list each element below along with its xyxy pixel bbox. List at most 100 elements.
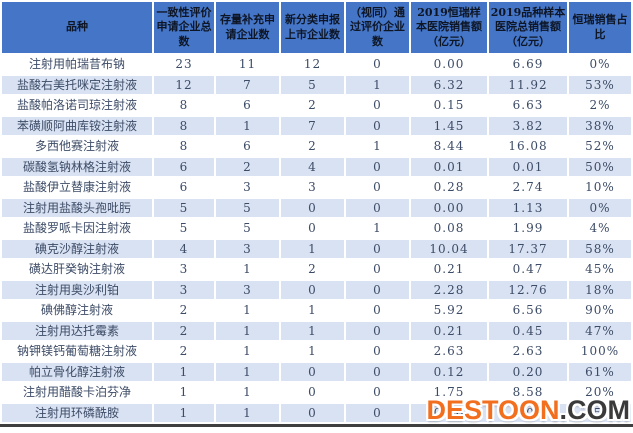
- value-cell: 6: [216, 96, 279, 115]
- value-cell: 3: [216, 178, 279, 197]
- value-cell: 0.08: [411, 219, 487, 238]
- value-cell: 11: [216, 55, 279, 74]
- value-cell: 1: [281, 239, 344, 258]
- column-header-0: 品种: [2, 2, 152, 53]
- value-cell: 25%: [569, 403, 631, 422]
- table-row: 盐酸伊立替康注射液 6 3 3 0 0.28 2.74 10%: [2, 178, 631, 197]
- product-name-cell: 碘克沙醇注射液: [2, 239, 152, 258]
- value-cell: 1: [216, 301, 279, 320]
- table-row: 注射用醋酸卡泊芬净 1 1 0 0 1.75 8.58 20%: [2, 383, 631, 402]
- value-cell: 23: [154, 55, 214, 74]
- value-cell: 6.63: [489, 96, 567, 115]
- product-name-cell: 碳酸氢钠林格注射液: [2, 157, 152, 176]
- value-cell: 0: [346, 55, 409, 74]
- product-name-cell: 碘佛醇注射液: [2, 301, 152, 320]
- table-row: 碘克沙醇注射液 4 3 1 0 10.04 17.37 58%: [2, 239, 631, 258]
- value-cell: 1: [281, 321, 344, 340]
- value-cell: 47%: [569, 321, 631, 340]
- value-cell: 1: [216, 260, 279, 279]
- table-row: 注射用帕瑞昔布钠 23 11 12 0 0.00 6.69 0%: [2, 55, 631, 74]
- column-header-2: 存量补充申请企业数: [216, 2, 279, 53]
- product-name-cell: 苯磺顺阿曲库铵注射液: [2, 116, 152, 135]
- value-cell: 17.37: [489, 239, 567, 258]
- value-cell: 0: [281, 383, 344, 402]
- value-cell: 3: [216, 280, 279, 299]
- value-cell: 12: [154, 75, 214, 94]
- product-name-cell: 注射用醋酸卡泊芬净: [2, 383, 152, 402]
- table-row: 钠钾镁钙葡萄糖注射液 2 1 1 0 2.63 2.63 100%: [2, 342, 631, 361]
- value-cell: 6: [216, 137, 279, 156]
- table-row: 多西他赛注射液 8 6 2 1 8.44 16.08 52%: [2, 137, 631, 156]
- value-cell: 1.45: [411, 116, 487, 135]
- table-row: 注射用达托霉素 2 1 1 0 0.21 0.45 47%: [2, 321, 631, 340]
- value-cell: 52%: [569, 137, 631, 156]
- value-cell: 3: [154, 280, 214, 299]
- product-name-cell: 注射用帕瑞昔布钠: [2, 55, 152, 74]
- value-cell: 58%: [569, 239, 631, 258]
- value-cell: 50%: [569, 157, 631, 176]
- value-cell: 0%: [569, 198, 631, 217]
- value-cell: 2: [154, 321, 214, 340]
- value-cell: 1.13: [489, 198, 567, 217]
- product-name-cell: 注射用盐酸头孢吡肟: [2, 198, 152, 217]
- value-cell: 2.63: [489, 342, 567, 361]
- value-cell: 0: [281, 403, 344, 422]
- value-cell: 7: [216, 75, 279, 94]
- value-cell: 0.20: [489, 362, 567, 381]
- product-name-cell: 注射用奥沙利铂: [2, 280, 152, 299]
- value-cell: 0.01: [411, 157, 487, 176]
- value-cell: 0: [346, 383, 409, 402]
- value-cell: 6.32: [411, 75, 487, 94]
- value-cell: 0.12: [411, 362, 487, 381]
- value-cell: 45%: [569, 260, 631, 279]
- drug-sales-table: 品种 一致性评价申请企业总数 存量补充申请企业数 新分类申报上市企业数 （视同）通过评价…: [2, 2, 631, 422]
- value-cell: 0: [346, 342, 409, 361]
- value-cell: 3: [154, 260, 214, 279]
- value-cell: 0.21: [411, 260, 487, 279]
- product-name-cell: 钠钾镁钙葡萄糖注射液: [2, 342, 152, 361]
- value-cell: 0: [281, 362, 344, 381]
- value-cell: 0.01: [489, 157, 567, 176]
- product-name-cell: 盐酸帕洛诺司琼注射液: [2, 96, 152, 115]
- value-cell: 0: [346, 96, 409, 115]
- value-cell: 2: [281, 260, 344, 279]
- value-cell: 3: [281, 178, 344, 197]
- table-row: 注射用奥沙利铂 3 3 0 0 2.28 12.76 18%: [2, 280, 631, 299]
- value-cell: 1: [346, 219, 409, 238]
- value-cell: 0: [346, 301, 409, 320]
- product-name-cell: 多西他赛注射液: [2, 137, 152, 156]
- value-cell: 6: [154, 178, 214, 197]
- value-cell: 1: [281, 342, 344, 361]
- value-cell: 53%: [569, 75, 631, 94]
- value-cell: 10.04: [411, 239, 487, 258]
- column-header-6: 2019品种样本医院总销售额（亿元）: [489, 2, 567, 53]
- value-cell: 8.58: [489, 383, 567, 402]
- table-row: 注射用环磷酰胺 1 1 0 0 0.26 1.02 25%: [2, 403, 631, 422]
- value-cell: 5: [154, 219, 214, 238]
- value-cell: 5: [216, 198, 279, 217]
- table-header-row: 品种 一致性评价申请企业总数 存量补充申请企业数 新分类申报上市企业数 （视同）通过评价…: [2, 2, 631, 53]
- value-cell: 1.02: [489, 403, 567, 422]
- value-cell: 12: [281, 55, 344, 74]
- value-cell: 0: [346, 239, 409, 258]
- value-cell: 8: [154, 96, 214, 115]
- value-cell: 2: [281, 137, 344, 156]
- value-cell: 5: [216, 219, 279, 238]
- table-row: 盐酸右美托咪定注射液 12 7 5 1 6.32 11.92 53%: [2, 75, 631, 94]
- value-cell: 2: [281, 96, 344, 115]
- product-name-cell: 磺达肝癸钠注射液: [2, 260, 152, 279]
- value-cell: 0: [281, 219, 344, 238]
- column-header-3: 新分类申报上市企业数: [281, 2, 344, 53]
- value-cell: 2: [216, 157, 279, 176]
- value-cell: 4: [154, 239, 214, 258]
- table-row: 磺达肝癸钠注射液 3 1 2 0 0.21 0.47 45%: [2, 260, 631, 279]
- value-cell: 11.92: [489, 75, 567, 94]
- value-cell: 0: [346, 116, 409, 135]
- value-cell: 6.69: [489, 55, 567, 74]
- column-header-5: 2019恒瑞样本医院销售额（亿元）: [411, 2, 487, 53]
- value-cell: 1.75: [411, 383, 487, 402]
- value-cell: 2%: [569, 96, 631, 115]
- table-row: 注射用盐酸头孢吡肟 5 5 0 0 0.00 1.13 0%: [2, 198, 631, 217]
- value-cell: 0.21: [411, 321, 487, 340]
